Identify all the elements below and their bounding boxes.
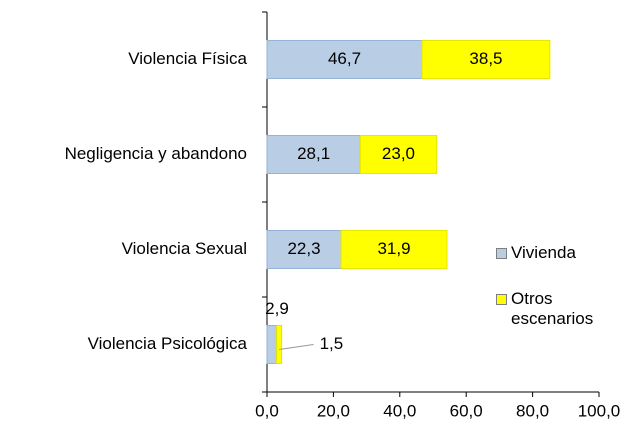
x-tick-label: 0,0 xyxy=(255,401,279,420)
value-label: 46,7 xyxy=(328,49,361,68)
bar-segment xyxy=(266,135,361,174)
leader-line xyxy=(279,344,314,350)
legend-item: Vivienda xyxy=(496,243,606,263)
legend-label: Otros escenarios xyxy=(511,289,594,328)
x-tick-label: 60,0 xyxy=(450,401,483,420)
category-label: Negligencia y abandono xyxy=(65,144,247,163)
value-label: 23,0 xyxy=(382,144,415,163)
x-tick-label: 80,0 xyxy=(516,401,549,420)
bar-segment xyxy=(359,135,438,174)
value-label: 38,5 xyxy=(469,49,502,68)
value-label: 28,1 xyxy=(297,144,330,163)
legend-swatch xyxy=(496,248,507,259)
value-label: 22,3 xyxy=(287,239,320,258)
category-label: Violencia Física xyxy=(128,49,247,68)
legend-label: Vivienda xyxy=(511,243,576,262)
x-tick-label: 40,0 xyxy=(383,401,416,420)
category-label: Violencia Sexual xyxy=(122,239,247,258)
bar-segment xyxy=(340,230,448,269)
legend-swatch xyxy=(496,294,507,305)
legend-item: Otros escenarios xyxy=(496,289,606,329)
value-label: 1,5 xyxy=(320,334,344,353)
bar-segment xyxy=(266,230,342,269)
category-label: Violencia Psicológica xyxy=(88,334,248,353)
bar-segment xyxy=(276,325,283,364)
bar-segment xyxy=(421,40,551,79)
x-tick-label: 20,0 xyxy=(317,401,350,420)
x-tick-label: 100,0 xyxy=(578,401,621,420)
value-label: 2,9 xyxy=(265,299,289,318)
bar-segment xyxy=(266,325,278,364)
value-label: 31,9 xyxy=(377,239,410,258)
